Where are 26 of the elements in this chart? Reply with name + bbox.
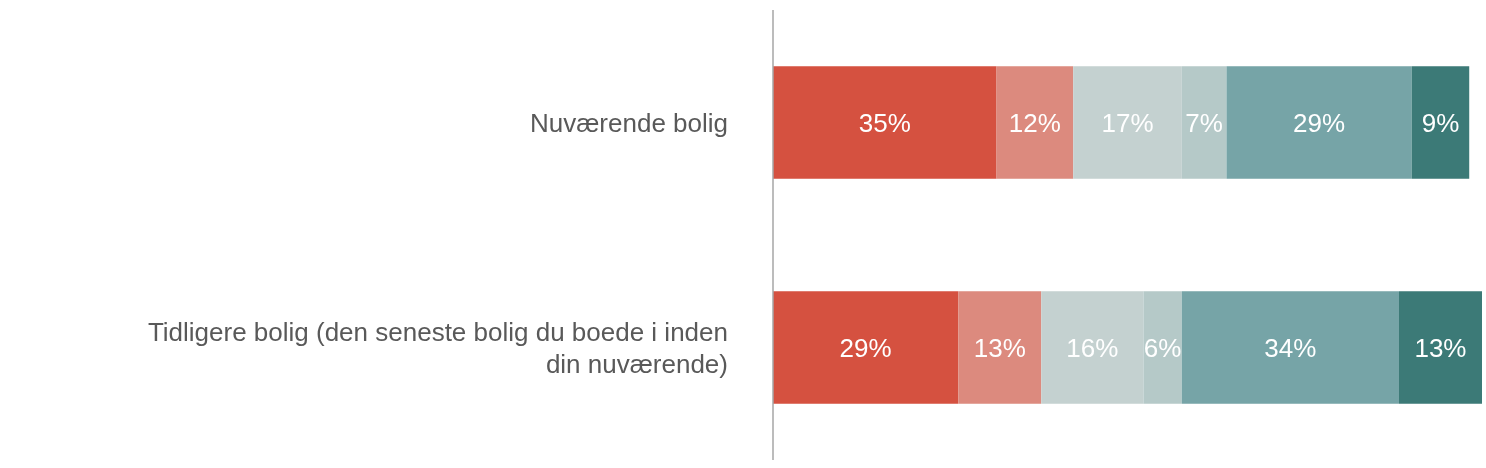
y-tick-label: Nuværende bolig — [529, 107, 728, 138]
bar — [996, 66, 1074, 179]
bar — [1181, 291, 1399, 404]
data-label: 9% — [1421, 107, 1460, 138]
bar — [1181, 66, 1227, 179]
bar — [1041, 291, 1144, 404]
data-label: 16% — [1066, 332, 1119, 363]
bar — [1411, 66, 1470, 179]
data-label: 13% — [1414, 332, 1467, 363]
data-label: 6% — [1143, 332, 1182, 363]
y-tick-label: Tidligere bolig (den seneste bolig du boede i inden din nuværende) — [147, 316, 728, 379]
data-label: 34% — [1264, 332, 1317, 363]
data-label: 17% — [1101, 107, 1154, 138]
bar — [958, 291, 1042, 404]
data-label: 29% — [1293, 107, 1346, 138]
data-label: 29% — [839, 332, 892, 363]
bar — [1143, 291, 1182, 404]
bar — [1226, 66, 1412, 179]
bar — [773, 291, 959, 404]
data-label: 35% — [858, 107, 911, 138]
bar — [1073, 66, 1182, 179]
data-label: 7% — [1185, 107, 1223, 138]
data-label: 13% — [973, 332, 1026, 363]
bar — [1398, 291, 1482, 404]
bar — [773, 66, 997, 179]
data-label: 12% — [1008, 107, 1061, 138]
